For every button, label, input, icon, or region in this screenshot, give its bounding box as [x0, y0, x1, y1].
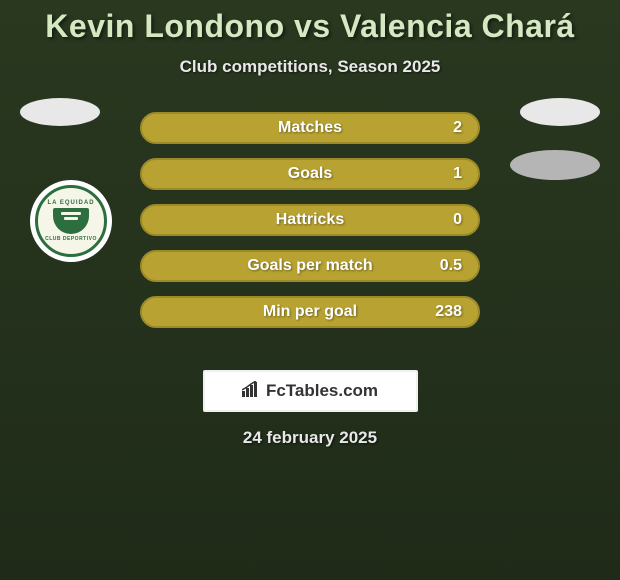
subtitle: Club competitions, Season 2025: [0, 57, 620, 77]
logo-shape-icon: [53, 208, 89, 234]
comparison-area: LA EQUIDAD CLUB DEPORTIVO Matches 2 Goal…: [0, 112, 620, 352]
stat-bar-goals: Goals 1: [140, 158, 480, 190]
stat-label: Hattricks: [276, 211, 344, 229]
chart-icon: [242, 381, 262, 402]
player-badge-left: [20, 98, 100, 126]
secondary-badge-right: [510, 150, 600, 180]
stat-bar-min-per-goal: Min per goal 238: [140, 296, 480, 328]
stats-list: Matches 2 Goals 1 Hattricks 0 Goals per …: [140, 112, 480, 328]
stat-bar-hattricks: Hattricks 0: [140, 204, 480, 236]
stat-value: 238: [435, 303, 462, 321]
main-container: Kevin Londono vs Valencia Chará Club com…: [0, 0, 620, 448]
branding-box[interactable]: FcTables.com: [203, 370, 418, 412]
player-badge-right: [520, 98, 600, 126]
branding-text: FcTables.com: [266, 381, 378, 401]
logo-text-bottom: CLUB DEPORTIVO: [45, 236, 97, 242]
stat-bar-matches: Matches 2: [140, 112, 480, 144]
stat-value: 2: [453, 119, 462, 137]
stat-value: 0.5: [440, 257, 462, 275]
stat-value: 0: [453, 211, 462, 229]
logo-text-top: LA EQUIDAD: [47, 200, 94, 206]
stat-label: Matches: [278, 119, 342, 137]
date-text: 24 february 2025: [0, 428, 620, 448]
stat-value: 1: [453, 165, 462, 183]
team-logo-inner: LA EQUIDAD CLUB DEPORTIVO: [35, 185, 107, 257]
stat-label: Goals per match: [247, 257, 372, 275]
team-logo: LA EQUIDAD CLUB DEPORTIVO: [30, 180, 112, 262]
page-title: Kevin Londono vs Valencia Chará: [0, 8, 620, 45]
stat-label: Min per goal: [263, 303, 357, 321]
stat-label: Goals: [288, 165, 332, 183]
stat-bar-goals-per-match: Goals per match 0.5: [140, 250, 480, 282]
